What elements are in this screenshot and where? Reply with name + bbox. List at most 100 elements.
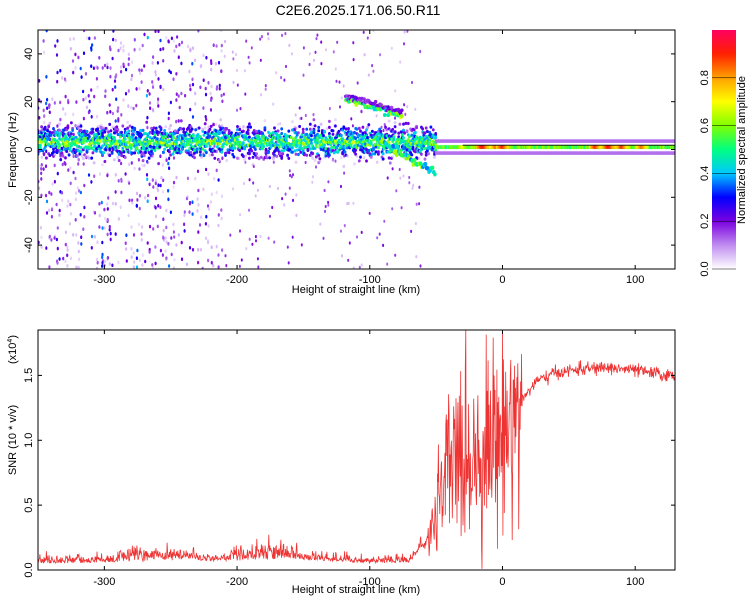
spectrogram-cell (92, 161, 96, 165)
spectrogram-cell (125, 67, 128, 72)
spectrogram-cell (84, 136, 88, 140)
spectrogram-cell (124, 241, 127, 245)
spectrogram-cell (64, 162, 67, 166)
spectrogram-cell (207, 172, 210, 176)
spectrogram-cell (128, 138, 132, 142)
spectrogram-cell (199, 150, 202, 154)
spectrogram-cell (154, 245, 157, 249)
spectrogram-cell (95, 114, 99, 119)
spectrogram-cell (315, 165, 317, 169)
spectrogram-cell (236, 138, 239, 142)
spectrogram-cell (299, 144, 303, 148)
spectrogram-cell (308, 52, 311, 56)
spectrogram-cell (83, 205, 86, 210)
spectrogram-cell (412, 183, 415, 188)
spectrogram-cell (38, 186, 41, 191)
spectrogram-cell (276, 148, 280, 152)
spectrogram-cell (242, 125, 245, 129)
spectrogram-cell (208, 127, 212, 131)
spectrogram-cell (396, 145, 400, 150)
spectrogram-cell (255, 155, 258, 160)
spectrogram-cell (217, 223, 220, 228)
spectrogram-cell (179, 150, 183, 154)
spectrogram-cell (279, 135, 282, 139)
snr-ytick-label: 0.5 (23, 497, 35, 512)
spectrogram-cell (119, 205, 122, 209)
spectrogram-cell (305, 132, 309, 136)
spectrogram-cell (295, 193, 298, 197)
spectrogram-cell (56, 124, 59, 128)
spectrogram-cell (236, 128, 239, 132)
spectrogram-cell (300, 243, 303, 247)
spectrogram-cell (75, 265, 78, 269)
spectrogram-cell (238, 131, 242, 135)
spectrogram-cell (205, 214, 208, 219)
spectrogram-cell (254, 139, 257, 143)
spectrogram-cell (408, 181, 411, 185)
spectrogram-cell (308, 62, 311, 67)
spectrogram-cell (67, 142, 71, 146)
spectrogram-cell (134, 136, 138, 140)
spectrogram-cell (299, 150, 303, 154)
spectrogram-cell (75, 233, 78, 237)
spectrogram-cell (50, 144, 54, 148)
spectrogram-cell (377, 150, 380, 154)
spectrogram-cell (379, 53, 382, 57)
spectrogram-cell (387, 119, 391, 123)
spectrogram-cell (101, 255, 104, 260)
spectrogram-cell (311, 156, 315, 160)
spectrogram-cell (101, 66, 104, 70)
spectrogram-cell (188, 139, 192, 144)
spectrogram-cell (254, 235, 257, 239)
spectrogram-cell (62, 256, 65, 261)
spectrogram-cell (93, 174, 96, 178)
spectrogram-cell (308, 147, 312, 151)
spectrogram-cell (104, 216, 107, 221)
spectrogram-cell (40, 177, 43, 181)
spectrogram-cell (108, 224, 111, 229)
spectrogram-cell (84, 133, 88, 137)
spectrogram-cell (59, 158, 63, 162)
spectrogram-cell (114, 173, 117, 177)
spectrogram-cell (275, 154, 279, 158)
spectrogram-heatmap (38, 30, 675, 269)
spectrogram-cell (412, 158, 417, 163)
spectrogram-cell (244, 160, 247, 164)
spectrogram-cell (138, 193, 141, 198)
spectrogram-cell (88, 135, 91, 139)
spectrogram-cell (154, 30, 157, 33)
spectrogram-cell (304, 160, 307, 165)
spectrogram-cell (108, 227, 111, 232)
spectrogram-cell (151, 129, 155, 133)
spectrogram-cell (360, 230, 363, 234)
spectrogram-cell (423, 161, 428, 167)
spectrogram-cell (194, 91, 197, 96)
spectrogram-cell (267, 236, 270, 240)
spectrogram-cell (122, 48, 125, 53)
spectrogram-cell (220, 208, 223, 212)
spectrogram-cell (376, 236, 379, 240)
spectrogram-cell (44, 193, 48, 198)
spectrogram-cell (58, 122, 61, 126)
spectrogram-cell (142, 146, 146, 151)
spectrogram-cell (311, 144, 315, 148)
spectrogram-cell (146, 115, 149, 120)
spectrogram-cell (374, 150, 378, 154)
spectrogram-cell (208, 153, 212, 157)
spectrogram-cell (96, 127, 100, 131)
spectrogram-cell (414, 142, 417, 146)
spectrogram-cell (130, 247, 133, 251)
spectrogram-cell (234, 52, 237, 57)
spectrogram-cell (139, 71, 142, 75)
spectrogram-cell (175, 119, 178, 124)
spectrogram-cell (362, 97, 366, 101)
spectrogram-cell (247, 55, 250, 59)
spectrogram-cell (289, 135, 293, 139)
spectrogram-cell (414, 130, 417, 135)
spectrogram-cell (254, 147, 257, 151)
spectrogram-cell (66, 248, 69, 252)
spectrogram-cell (210, 61, 213, 65)
spectrogram-cell (324, 209, 326, 213)
spectrogram-cell (231, 50, 234, 54)
spectrogram-cell (117, 48, 120, 53)
